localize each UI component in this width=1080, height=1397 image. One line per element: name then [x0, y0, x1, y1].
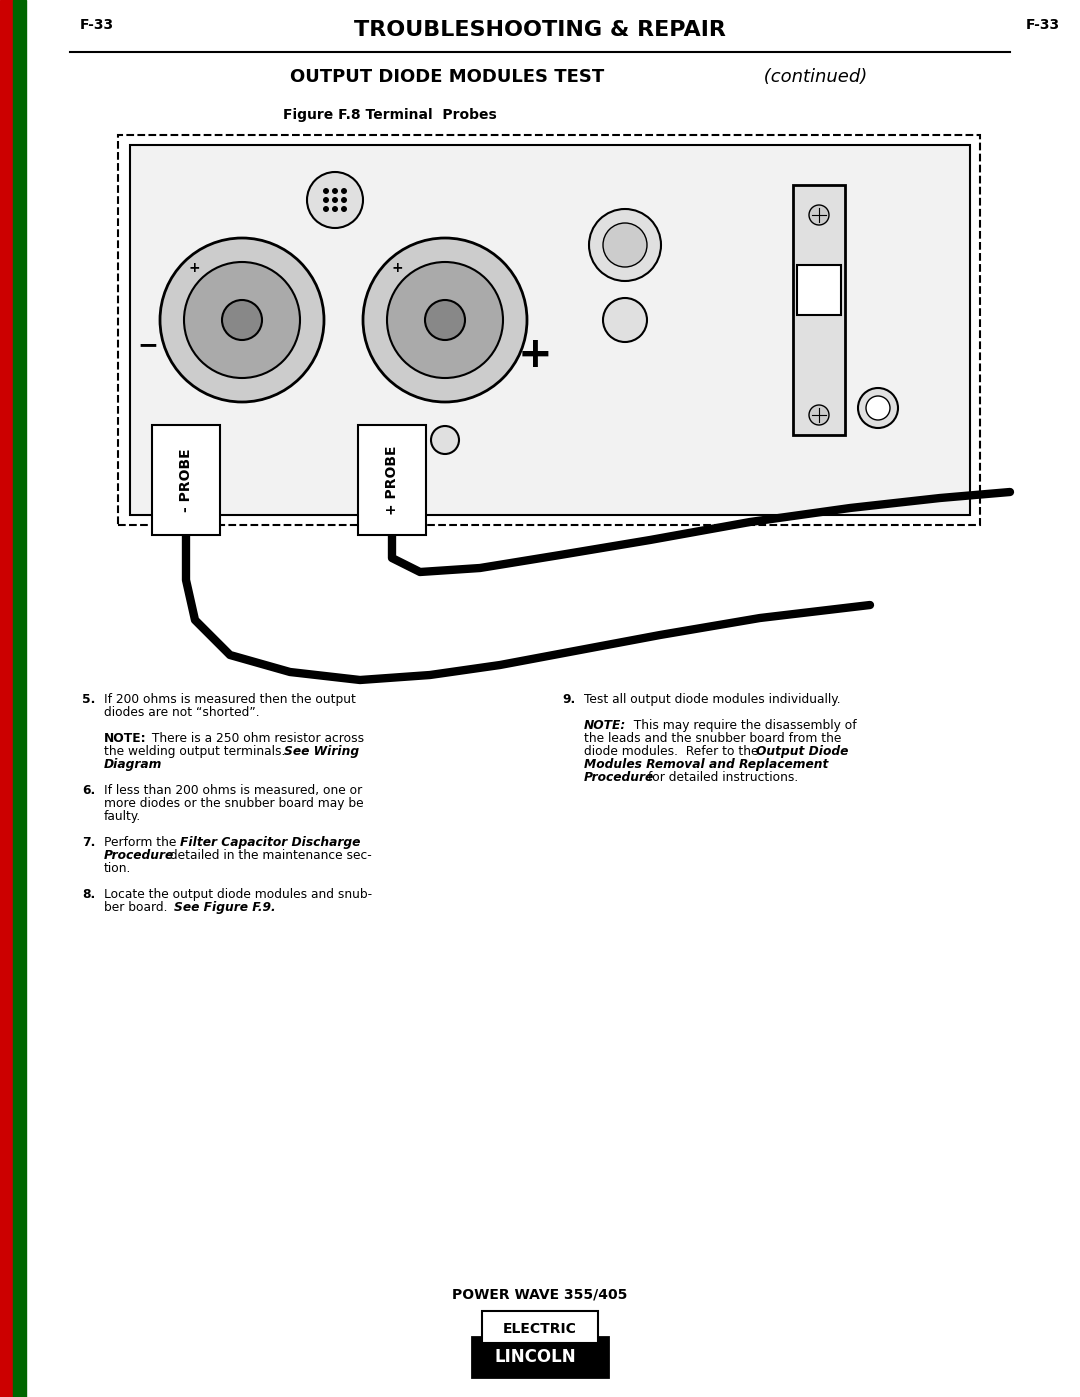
Text: POWER WAVE 355/405: POWER WAVE 355/405: [453, 1288, 627, 1302]
Text: diode modules.  Refer to the: diode modules. Refer to the: [584, 745, 762, 759]
Text: Return to Master TOC: Return to Master TOC: [15, 482, 25, 580]
Text: Test all output diode modules individually.: Test all output diode modules individual…: [584, 693, 840, 705]
Bar: [472, 1337, 608, 1377]
Text: −: −: [137, 332, 159, 358]
Text: + PROBE: + PROBE: [384, 446, 399, 514]
Circle shape: [184, 263, 300, 379]
Text: +: +: [391, 261, 403, 275]
Text: 5.: 5.: [82, 693, 95, 705]
Text: detailed in the maintenance sec-: detailed in the maintenance sec-: [166, 849, 372, 862]
Circle shape: [426, 300, 465, 339]
Circle shape: [866, 395, 890, 420]
Text: ber board.: ber board.: [104, 901, 175, 914]
Bar: [797, 265, 841, 314]
Text: diodes are not “shorted”.: diodes are not “shorted”.: [104, 705, 259, 719]
Text: Return to Section TOC: Return to Section TOC: [2, 788, 12, 888]
Circle shape: [589, 210, 661, 281]
Text: more diodes or the snubber board may be: more diodes or the snubber board may be: [104, 798, 364, 810]
Text: Output Diode: Output Diode: [756, 745, 849, 759]
Bar: [130, 145, 970, 515]
Circle shape: [341, 197, 347, 203]
Bar: [13, 0, 26, 1397]
Circle shape: [603, 298, 647, 342]
Text: the welding output terminals.: the welding output terminals.: [104, 745, 293, 759]
Text: Return to Master TOC: Return to Master TOC: [15, 789, 25, 887]
Circle shape: [307, 172, 363, 228]
Text: Modules Removal and Replacement: Modules Removal and Replacement: [584, 759, 828, 771]
Text: TROUBLESHOOTING & REPAIR: TROUBLESHOOTING & REPAIR: [354, 20, 726, 41]
Text: faulty.: faulty.: [104, 810, 141, 823]
Circle shape: [431, 426, 459, 454]
Text: Filter Capacitor Discharge: Filter Capacitor Discharge: [180, 835, 361, 849]
Text: LINCOLN: LINCOLN: [495, 1348, 576, 1366]
Text: There is a 250 ohm resistor across: There is a 250 ohm resistor across: [148, 732, 364, 745]
Text: Procedure: Procedure: [104, 849, 174, 862]
Text: Return to Section TOC: Return to Section TOC: [2, 152, 12, 253]
Text: - PROBE: - PROBE: [179, 448, 193, 511]
Text: the leads and the snubber board from the: the leads and the snubber board from the: [584, 732, 841, 745]
Text: tion.: tion.: [104, 862, 132, 875]
Circle shape: [603, 224, 647, 267]
Circle shape: [160, 237, 324, 402]
Circle shape: [332, 205, 338, 212]
Text: Return to Master TOC: Return to Master TOC: [15, 1208, 25, 1306]
Circle shape: [323, 189, 329, 194]
Bar: [357, 425, 426, 535]
Text: OUTPUT DIODE MODULES TEST: OUTPUT DIODE MODULES TEST: [289, 68, 604, 87]
Text: If less than 200 ohms is measured, one or: If less than 200 ohms is measured, one o…: [104, 784, 362, 798]
Text: for detailed instructions.: for detailed instructions.: [644, 771, 798, 784]
Text: Diagram: Diagram: [104, 759, 162, 771]
Bar: [793, 184, 845, 434]
Bar: [482, 1310, 598, 1343]
Circle shape: [332, 189, 338, 194]
Circle shape: [387, 263, 503, 379]
Text: Perform the: Perform the: [104, 835, 180, 849]
Text: F-33: F-33: [1026, 18, 1059, 32]
Text: Procedure: Procedure: [584, 771, 654, 784]
Text: Return to Master TOC: Return to Master TOC: [15, 154, 25, 251]
Text: NOTE:: NOTE:: [584, 719, 626, 732]
Text: +: +: [517, 334, 552, 376]
Circle shape: [341, 205, 347, 212]
Text: 9.: 9.: [562, 693, 576, 705]
Text: F-33: F-33: [80, 18, 114, 32]
Text: See Figure F.9.: See Figure F.9.: [174, 901, 275, 914]
Bar: [0, 0, 13, 1397]
Text: Locate the output diode modules and snub-: Locate the output diode modules and snub…: [104, 888, 373, 901]
Circle shape: [809, 405, 829, 425]
Circle shape: [363, 237, 527, 402]
Text: If 200 ohms is measured then the output: If 200 ohms is measured then the output: [104, 693, 356, 705]
Circle shape: [858, 388, 897, 427]
Text: ®: ®: [592, 1363, 600, 1372]
Text: This may require the disassembly of: This may require the disassembly of: [626, 719, 856, 732]
Circle shape: [332, 197, 338, 203]
Circle shape: [323, 197, 329, 203]
Circle shape: [222, 300, 262, 339]
Circle shape: [323, 205, 329, 212]
Text: See Wiring: See Wiring: [284, 745, 360, 759]
Text: (continued): (continued): [758, 68, 867, 87]
Circle shape: [341, 189, 347, 194]
Text: ELECTRIC: ELECTRIC: [503, 1322, 577, 1336]
Text: +: +: [188, 261, 200, 275]
Text: 7.: 7.: [82, 835, 95, 849]
Bar: [118, 136, 980, 525]
Text: Figure F.8 Terminal  Probes: Figure F.8 Terminal Probes: [283, 108, 497, 122]
Text: Return to Section TOC: Return to Section TOC: [2, 1207, 12, 1308]
Text: 8.: 8.: [82, 888, 95, 901]
Text: NOTE:: NOTE:: [104, 732, 147, 745]
Text: Return to Section TOC: Return to Section TOC: [2, 481, 12, 581]
Bar: [152, 425, 220, 535]
Text: 6.: 6.: [82, 784, 95, 798]
Circle shape: [809, 205, 829, 225]
